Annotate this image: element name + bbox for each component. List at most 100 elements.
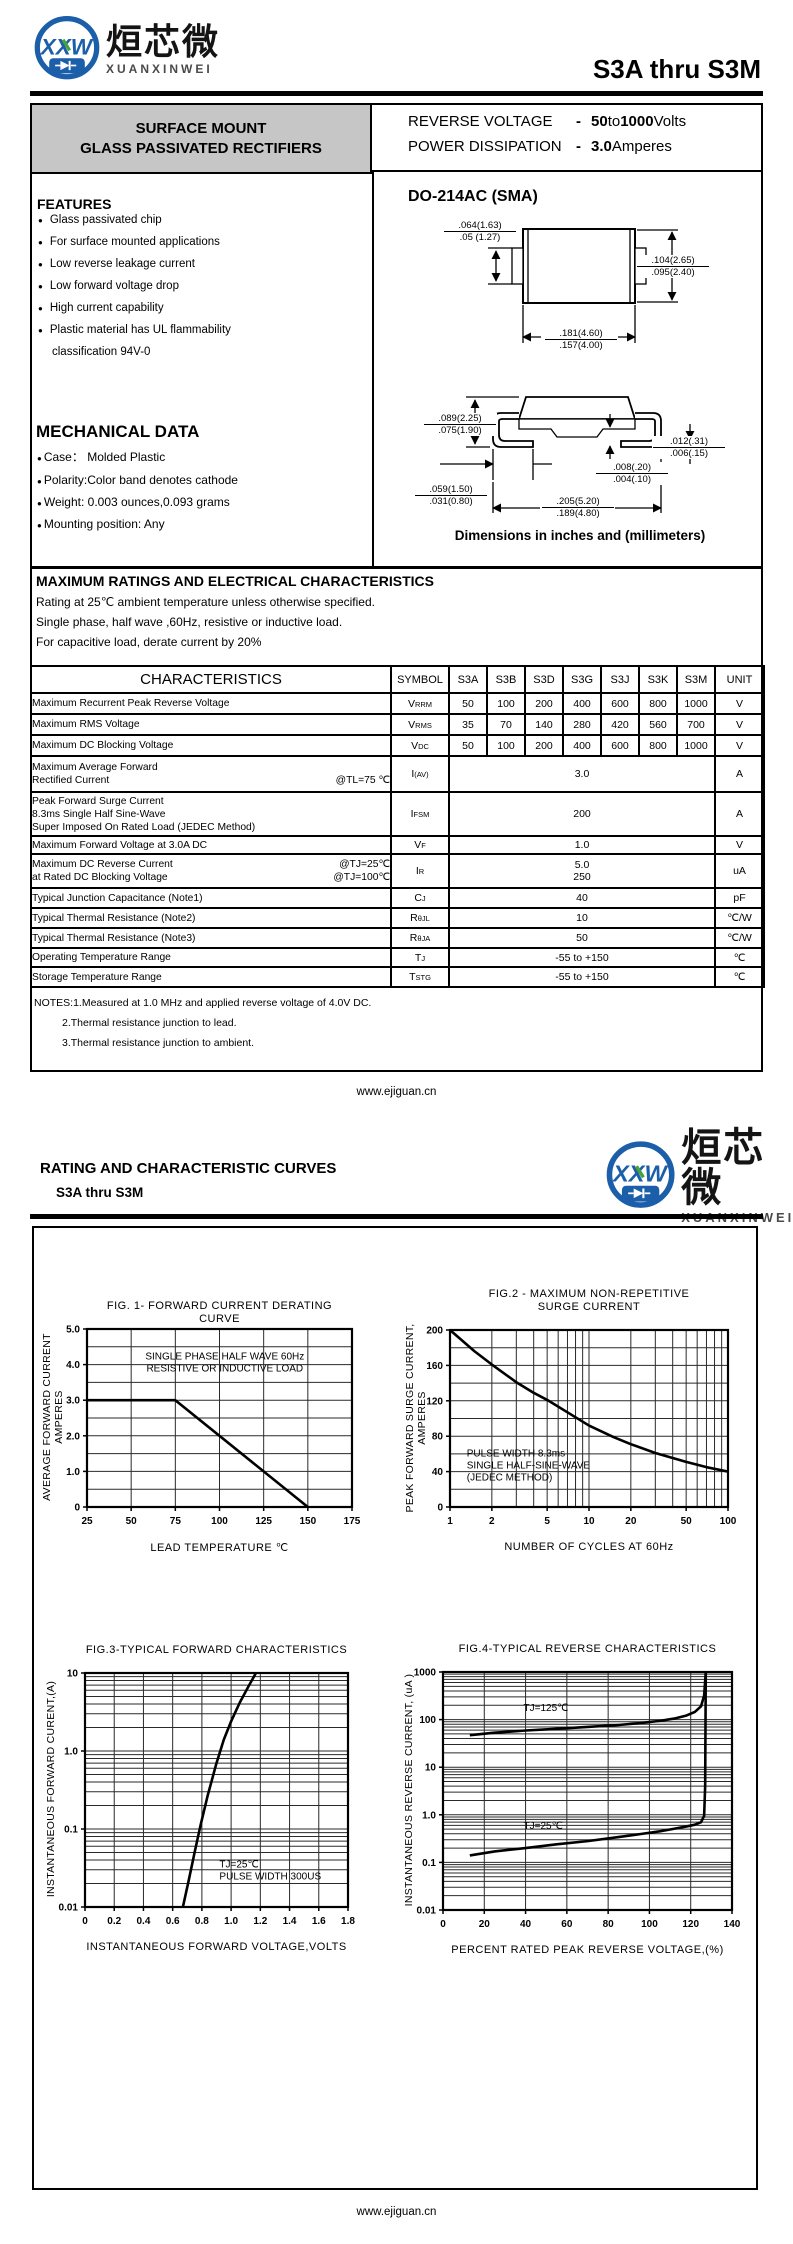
svg-text:0: 0 — [440, 1919, 446, 1930]
characteristic-line: Maximum RMS Voltage — [33, 718, 389, 731]
characteristic-line: Typical Thermal Resistance (Note3) — [33, 932, 389, 945]
feature-text: Low forward voltage drop — [49, 280, 179, 292]
svg-text:40: 40 — [520, 1919, 532, 1930]
symbol-cell: VRRM — [390, 692, 450, 715]
dim-side-height: .089(2.25) .075(1.90) — [423, 413, 497, 436]
value-cell: 800 — [638, 692, 678, 715]
svg-text:10: 10 — [425, 1763, 437, 1774]
table-row: Storage Temperature Range TSTG -55 to +150… — [30, 966, 765, 988]
spec-value-part: to — [607, 112, 621, 130]
website-link-1[interactable]: www.ejiguan.cn — [356, 1086, 437, 1098]
value-cell: 560 — [638, 713, 678, 736]
feature-item: ● For surface mounted applications — [38, 236, 358, 248]
svg-text:100: 100 — [211, 1516, 228, 1527]
dim-top-value: .064(1.63) — [444, 220, 516, 232]
characteristic-text: Maximum Average Forward — [32, 762, 158, 773]
bullet-icon: ● — [38, 238, 43, 247]
fig3-xlabel: INSTANTANEOUS FORWARD VOLTAGE,VOLTS — [86, 1941, 347, 1953]
title-block-specs: REVERSE VOLTAGE -50 to 1000 Volts POWER DIS… — [372, 105, 761, 172]
svg-text:140: 140 — [724, 1919, 741, 1930]
brand-name-en: XUANXINWEI — [106, 61, 213, 76]
bullet-icon: ● — [38, 260, 43, 269]
symbol-base: C — [414, 892, 422, 904]
symbol-subscript: STG — [415, 973, 431, 982]
symbol-cell: TSTG — [390, 966, 450, 988]
ratings-note-1: Rating at 25℃ ambient temperature unless… — [36, 595, 375, 609]
value-cell: 800 — [638, 734, 678, 757]
value-cell: 200 — [524, 692, 564, 715]
symbol-subscript: θJA — [417, 934, 431, 943]
unit-cell: uA — [714, 853, 765, 889]
feature-text: classification 94V-0 — [52, 346, 151, 358]
svg-text:0.01: 0.01 — [417, 1906, 437, 1917]
fig2-xlabel: NUMBER OF CYCLES AT 60Hz — [504, 1541, 674, 1553]
svg-text:10: 10 — [583, 1516, 595, 1527]
symbol-base: V — [408, 718, 416, 731]
table-row: Maximum RMS Voltage VRMS 35 70 140 280 420 560 7… — [30, 713, 765, 736]
brand-logo: XXW 烜芯微 XUANXINWEI — [34, 16, 220, 82]
page-title: S3A thru S3M — [592, 54, 761, 84]
mechanical-item: ● Polarity:Color band denotes cathode — [37, 473, 362, 487]
symbol-cell: VF — [390, 835, 450, 855]
bullet-icon: ● — [37, 521, 42, 530]
svg-text:1.0: 1.0 — [224, 1916, 238, 1927]
bullet-icon: ● — [37, 477, 42, 486]
column-header: S3B — [486, 665, 526, 694]
unit-cell: pF — [714, 887, 765, 909]
svg-text:50: 50 — [681, 1516, 693, 1527]
spec-value-part: Amperes — [611, 137, 672, 155]
svg-text:1.4: 1.4 — [283, 1916, 297, 1927]
column-header: SYMBOL — [390, 665, 450, 694]
svg-text:1.0: 1.0 — [422, 1810, 436, 1821]
dim-side-width: .205(5.20) .189(4.80) — [541, 496, 615, 519]
symbol-cell: VRMS — [390, 713, 450, 736]
spec-value-part: Volts — [653, 112, 687, 130]
characteristic-cell: Maximum Forward Voltage at 3.0A DC — [30, 835, 392, 855]
dim-bottom-value: .095(2.40) — [651, 267, 695, 278]
dim-top-value: .089(2.25) — [424, 413, 496, 425]
package-caption: Dimensions in inches and (millimeters) — [454, 528, 706, 543]
characteristic-line: Typical Junction Capacitance (Note1) — [33, 892, 389, 905]
mechanical-text: Case： Molded Plastic — [43, 450, 166, 464]
symbol-subscript: (AV) — [414, 770, 429, 779]
value-span-cell: 3.0 — [448, 755, 716, 793]
svg-text:4.0: 4.0 — [66, 1360, 80, 1371]
svg-text:1.2: 1.2 — [253, 1916, 267, 1927]
unit-cell: ℃/W — [714, 907, 765, 929]
feature-item: ● Plastic material has UL flammability — [38, 324, 358, 336]
table-header-row: CHARACTERISTICS SYMBOL S3A S3B S3D S3G S3J S3K S… — [30, 665, 765, 694]
dim-top-height: .104(2.65) .095(2.40) — [636, 255, 710, 278]
unit-cell: V — [714, 835, 765, 855]
ratings-divider — [30, 566, 763, 569]
spec-label: POWER DISSIPATION — [408, 137, 562, 155]
feature-item: classification 94V-0 — [52, 346, 358, 358]
brand-name-cn-2: 烜芯微 — [681, 1126, 766, 1210]
characteristic-cell: Maximum Average Forward Rectified Current… — [30, 755, 392, 793]
characteristic-cell: Storage Temperature Range — [30, 966, 392, 988]
symbol-cell: CJ — [390, 887, 450, 909]
mechanical-list: ● Case： Molded Plastic ● Polarity:Color ban… — [37, 448, 362, 539]
brand-logo-mark-icon: XXW — [34, 16, 100, 80]
svg-text:25: 25 — [81, 1516, 93, 1527]
symbol-cell: I(AV) — [390, 755, 450, 793]
svg-text:RESISTIVE OR INDUCTIVE LOAD: RESISTIVE OR INDUCTIVE LOAD — [146, 1363, 303, 1374]
value-cell: 200 — [524, 734, 564, 757]
spec-label: REVERSE VOLTAGE — [408, 112, 553, 130]
svg-text:5: 5 — [544, 1516, 550, 1527]
svg-text:100: 100 — [720, 1516, 737, 1527]
spec-row: REVERSE VOLTAGE -50 to 1000 Volts — [408, 113, 761, 138]
svg-text:120: 120 — [682, 1919, 699, 1930]
dim-top-value: .012(.31) — [653, 436, 725, 448]
value-span-cell: -55 to +150 — [448, 966, 716, 988]
title-block-left: SURFACE MOUNT GLASS PASSIVATED RECTIFIER… — [32, 105, 372, 174]
svg-text:175: 175 — [344, 1516, 361, 1527]
website-link-2[interactable]: www.ejiguan.cn — [356, 2206, 437, 2218]
symbol-subscript: J — [421, 953, 426, 963]
characteristic-line: Maximum DC Reverse Current @TJ=25℃ — [33, 858, 389, 871]
column-header: S3D — [524, 665, 564, 694]
table-row: Maximum Recurrent Peak Reverse Voltage VR… — [30, 692, 765, 715]
mechanical-text: Mounting position: Any — [43, 517, 165, 531]
svg-text:0.6: 0.6 — [166, 1916, 180, 1927]
fig3-ylabel: INSTANTANEOUS FORWARD CURENT,(A) — [45, 1680, 57, 1898]
